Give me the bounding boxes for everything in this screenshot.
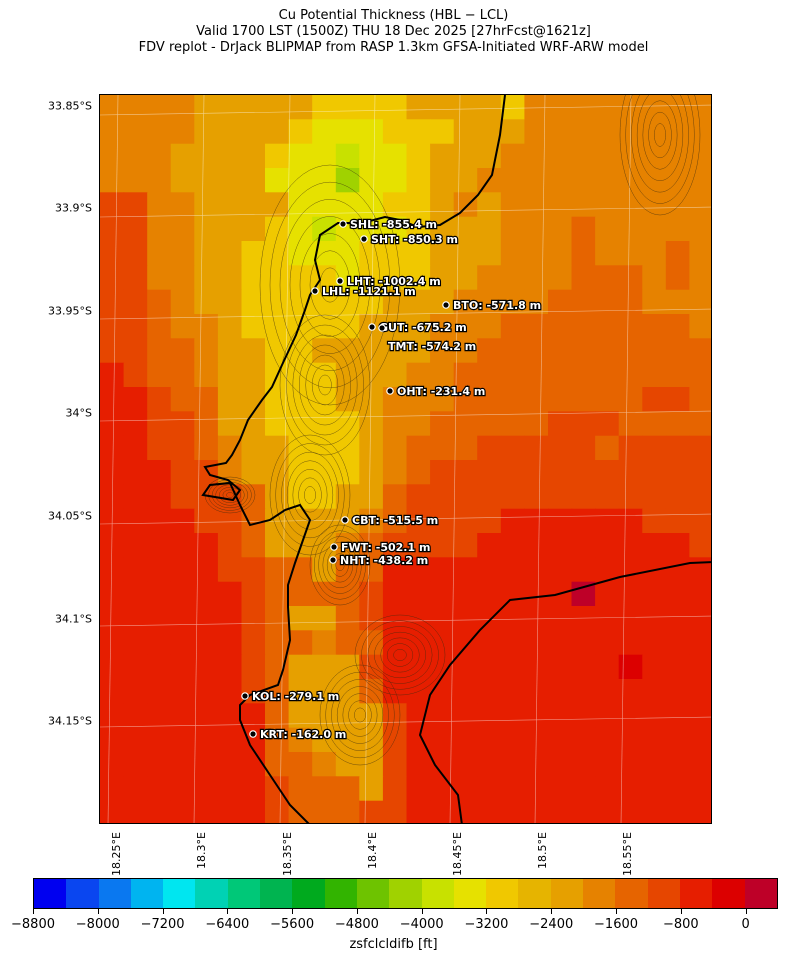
station-tmt-label: TMT: -574.2 m	[388, 340, 476, 353]
colorbar-swatch	[647, 879, 680, 908]
station-oht-marker[interactable]	[386, 387, 394, 395]
colorbar-tick-mark	[680, 909, 682, 914]
station-lhl-label: LHL: -1121.1 m	[322, 285, 416, 298]
colorbar-swatch	[66, 879, 99, 908]
title-line-1: Cu Potential Thickness (HBL − LCL)	[278, 8, 509, 23]
colorbar-swatch	[324, 879, 357, 908]
colorbar-swatch	[486, 879, 519, 908]
title-line-3: FDV replot - DrJack BLIPMAP from RASP 1.…	[138, 40, 649, 55]
colorbar-tick-label: −1600	[594, 917, 639, 932]
station-fwt-marker[interactable]	[330, 543, 338, 551]
station-bto-label: BTO: -571.8 m	[453, 299, 541, 312]
map-panel[interactable]: SHL: -855.4 m SHT: -850.3 m LHT: -1002.4 m…	[99, 94, 712, 824]
colorbar-swatch	[163, 879, 196, 908]
colorbar-swatch	[679, 879, 713, 908]
station-bto-marker[interactable]	[442, 301, 450, 309]
station-nht-marker[interactable]	[329, 556, 337, 564]
colorbar-swatch	[744, 879, 777, 908]
station-lht-marker[interactable]	[336, 277, 344, 285]
colorbar-tick-label: −6400	[205, 917, 250, 932]
colorbar-tick-label: −4800	[334, 917, 379, 932]
station-krt-marker[interactable]	[249, 730, 257, 738]
colorbar-tick-label: −4000	[399, 917, 444, 932]
colorbar-swatch	[712, 879, 745, 908]
lat-label: 34.1°S	[55, 612, 92, 626]
lon-label: 18.3°E	[195, 832, 208, 869]
colorbar-swatch	[34, 879, 67, 908]
colorbar-tick-mark	[227, 909, 229, 914]
colorbar-tick-label: −2400	[529, 917, 574, 932]
lon-label: 18.55°E	[621, 832, 634, 876]
lon-label: 18.45°E	[451, 832, 464, 876]
colorbar-swatch	[583, 879, 616, 908]
colorbar-swatch	[550, 879, 584, 908]
colorbar-tick-mark	[486, 909, 488, 914]
colorbar-tick-label: −8800	[11, 917, 55, 932]
station-sht-label: SHT: -850.3 m	[371, 233, 458, 246]
colorbar-tick-label: 0	[741, 917, 750, 932]
colorbar-tick-mark	[551, 909, 553, 914]
station-shl-label: SHL: -855.4 m	[350, 218, 437, 231]
colorbar-swatch	[260, 879, 293, 908]
colorbar-swatch	[292, 879, 325, 908]
colorbar-swatch	[195, 879, 228, 908]
station-markers: SHL: -855.4 m SHT: -850.3 m LHT: -1002.4 m…	[241, 217, 542, 742]
colorbar-swatch	[518, 879, 551, 908]
map-canvas: SHL: -855.4 m SHT: -850.3 m LHT: -1002.4 m…	[100, 95, 711, 823]
colorbar-swatch	[615, 879, 648, 908]
station-cbt-marker[interactable]	[341, 516, 349, 524]
lat-label: 34.15°S	[48, 714, 92, 728]
colorbar-tick-mark	[421, 909, 423, 914]
colorbar-tick-mark	[745, 909, 747, 914]
colorbar-tick-mark	[33, 909, 34, 914]
lon-label: 18.35°E	[281, 832, 294, 876]
lat-label: 33.9°S	[55, 201, 92, 215]
title-line-2: Valid 1700 LST (1500Z) THU 18 Dec 2025 […	[196, 24, 591, 39]
station-kol-label: KOL: -279.1 m	[252, 690, 339, 703]
terrain-contours	[204, 95, 701, 766]
colorbar-tick-label: −7200	[140, 917, 185, 932]
lat-label: 33.85°S	[48, 99, 92, 113]
lon-label: 18.25°E	[110, 832, 123, 876]
colorbar-tick-mark	[162, 909, 164, 914]
colorbar-tick-label: −8000	[75, 917, 120, 932]
colorbar-swatch	[389, 879, 422, 908]
colorbar-swatch	[453, 879, 487, 908]
colorbar-tick-mark	[292, 909, 294, 914]
colorbar-label: zsfclcldifb [ft]	[349, 937, 438, 952]
field-grid	[100, 95, 711, 823]
colorbar	[33, 878, 778, 909]
coastline-east	[418, 561, 711, 823]
colorbar-tick-mark	[356, 909, 358, 914]
station-lhl-marker[interactable]	[311, 287, 319, 295]
station-sht-marker[interactable]	[360, 235, 368, 243]
lat-label: 33.95°S	[48, 304, 92, 318]
lat-label: 34.05°S	[48, 509, 92, 523]
colorbar-swatch	[227, 879, 261, 908]
station-shl-marker[interactable]	[339, 220, 347, 228]
station-krt-label: KRT: -162.0 m	[260, 728, 346, 741]
station-cbt-label: CBT: -515.5 m	[352, 514, 438, 527]
colorbar-swatch	[356, 879, 390, 908]
station-nht-label: NHT: -438.2 m	[340, 554, 428, 567]
station-fwt-label: FWT: -502.1 m	[341, 541, 430, 554]
station-gut-label: GUT: -675.2 m	[379, 321, 467, 334]
station-lht-label: LHT: -1002.4 m	[347, 275, 441, 288]
colorbar-swatch	[98, 879, 131, 908]
colorbar-tick-label: −5600	[270, 917, 315, 932]
colorbar-swatch	[130, 879, 164, 908]
colorbar-swatch	[421, 879, 454, 908]
colorbar-tick-label: −3200	[464, 917, 509, 932]
lon-label: 18.4°E	[366, 832, 379, 869]
colorbar-tick-mark	[97, 909, 99, 914]
station-oht-label: OHT: -231.4 m	[397, 385, 485, 398]
lon-label: 18.5°E	[536, 832, 549, 869]
station-kol-marker[interactable]	[241, 692, 249, 700]
colorbar-tick-label: −800	[662, 917, 699, 932]
colorbar-tick-mark	[616, 909, 618, 914]
station-gut-marker[interactable]	[368, 323, 376, 331]
station-tmt-marker[interactable]	[378, 324, 386, 332]
lat-label: 34°S	[65, 406, 92, 420]
coastline	[201, 95, 506, 823]
